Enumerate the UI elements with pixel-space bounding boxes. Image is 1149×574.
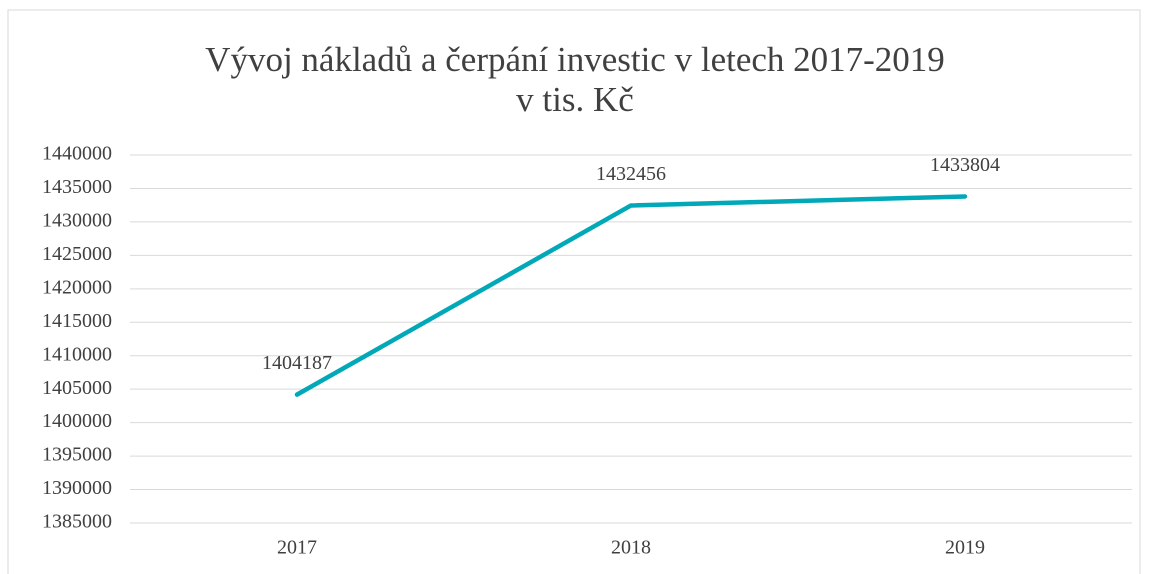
y-tick-label: 1400000 xyxy=(42,410,112,432)
chart-title: Vývoj nákladů a čerpání investic v letec… xyxy=(205,40,945,119)
y-tick-label: 1415000 xyxy=(42,310,112,332)
data-label: 1432456 xyxy=(596,163,666,185)
x-tick-label: 2018 xyxy=(611,537,651,559)
y-tick-label: 1405000 xyxy=(42,377,112,399)
chart-border xyxy=(7,9,1141,574)
y-tick-label: 1420000 xyxy=(42,276,112,298)
y-tick-label: 1395000 xyxy=(42,444,112,466)
y-tick-label: 1430000 xyxy=(42,210,112,232)
y-tick-label: 1440000 xyxy=(42,143,112,165)
y-tick-label: 1390000 xyxy=(42,477,112,499)
y-tick-label: 1385000 xyxy=(42,511,112,533)
data-label: 1433804 xyxy=(930,154,1000,176)
x-tick-label: 2017 xyxy=(277,537,317,559)
y-tick-label: 1425000 xyxy=(42,243,112,265)
y-tick-label: 1410000 xyxy=(42,343,112,365)
y-tick-label: 1435000 xyxy=(42,176,112,198)
line xyxy=(294,194,968,397)
x-tick-label: 2019 xyxy=(945,537,985,559)
data-label: 1404187 xyxy=(262,352,332,374)
